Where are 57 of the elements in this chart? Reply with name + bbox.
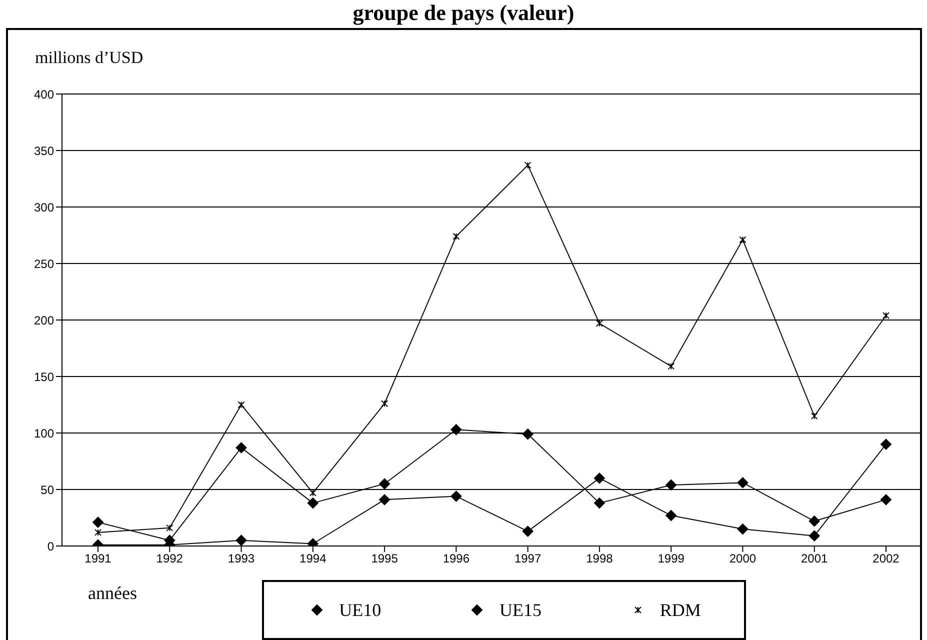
point xyxy=(594,472,605,484)
point xyxy=(307,498,318,509)
point xyxy=(450,490,462,502)
point xyxy=(379,494,390,506)
y-tick-label: 50 xyxy=(40,482,54,497)
x-tick-label: 1991 xyxy=(84,552,112,566)
x-tick-label: 1996 xyxy=(442,552,470,566)
y-tick-label: 200 xyxy=(34,313,54,328)
x-tick-label: 1993 xyxy=(228,552,255,566)
x-tick-label: 1992 xyxy=(156,552,184,566)
x-tick-label: 1994 xyxy=(300,552,327,566)
y-tick-label: 300 xyxy=(34,200,54,214)
point xyxy=(666,479,677,490)
point xyxy=(379,478,390,490)
point xyxy=(309,489,316,496)
point xyxy=(666,510,677,521)
point xyxy=(810,412,818,420)
point xyxy=(450,424,462,436)
x-tick-label: 1998 xyxy=(586,552,614,566)
point xyxy=(596,320,603,327)
point xyxy=(880,438,892,450)
point xyxy=(880,494,892,506)
point xyxy=(166,524,174,532)
x-tick-label: 2001 xyxy=(801,552,828,566)
point xyxy=(808,516,820,527)
x-tick-label: 2000 xyxy=(729,552,756,566)
legend-label: UE10 xyxy=(339,600,382,620)
point xyxy=(594,498,605,509)
x-tick-label: 1995 xyxy=(371,552,398,566)
y-tick-label: 0 xyxy=(47,539,54,554)
y-tick-label: 100 xyxy=(34,426,54,440)
x-tick-label: 1997 xyxy=(514,552,542,566)
point xyxy=(737,524,748,535)
point xyxy=(452,232,460,240)
point xyxy=(668,362,675,370)
point xyxy=(238,401,245,408)
x-axis-title: années xyxy=(88,583,137,604)
y-tick-label: 250 xyxy=(34,256,54,271)
y-tick-label: 400 xyxy=(34,87,54,102)
point xyxy=(522,526,534,537)
x-tick-label: 2002 xyxy=(872,552,900,566)
point xyxy=(737,477,748,488)
x-tick-label: 1999 xyxy=(658,552,685,566)
point xyxy=(236,534,247,546)
y-axis-title: millions d’USD xyxy=(35,48,144,68)
point xyxy=(92,516,104,528)
chart-title: groupe de pays (valeur) xyxy=(352,0,576,26)
point xyxy=(236,442,247,454)
point xyxy=(739,236,746,244)
legend-label: RDM xyxy=(660,600,701,620)
point xyxy=(522,428,534,440)
y-tick-label: 350 xyxy=(34,144,54,158)
legend-label: UE15 xyxy=(499,600,542,620)
point xyxy=(808,530,820,542)
point xyxy=(524,162,532,169)
y-tick-label: 150 xyxy=(34,370,54,384)
point xyxy=(381,400,388,408)
